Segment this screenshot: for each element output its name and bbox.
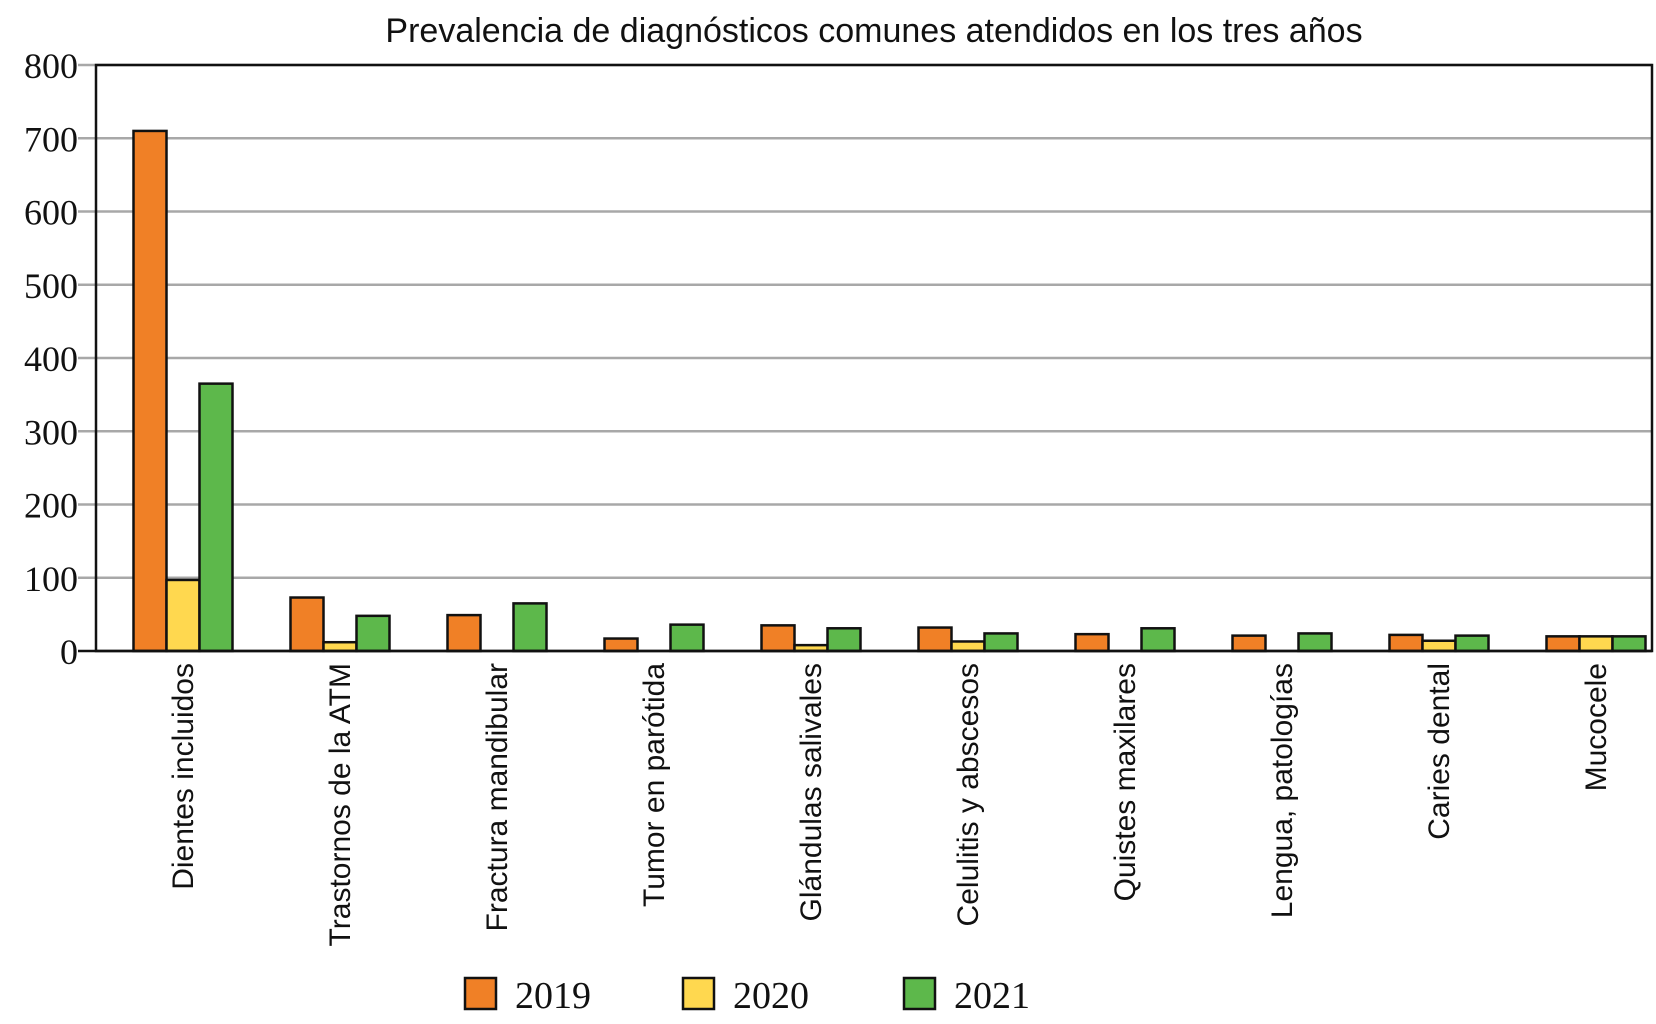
y-tick-label: 600: [24, 193, 78, 233]
y-tick-label: 800: [24, 46, 78, 86]
bar-2019-7: [1231, 634, 1267, 653]
legend-label: 2021: [954, 975, 1030, 1017]
bar-2019-9: [1545, 635, 1581, 653]
y-tick-label: 300: [24, 412, 78, 452]
x-tick-label: Caries dental: [1423, 663, 1456, 840]
bar-2021-9: [1611, 635, 1647, 653]
legend-swatch: [902, 976, 937, 1011]
bar-2021-0: [198, 382, 234, 653]
x-tick-label: Mucocele: [1580, 663, 1613, 791]
bar-2021-4: [826, 627, 862, 653]
legend-swatch: [681, 976, 716, 1011]
bar-2019-5: [917, 626, 953, 653]
bar-2020-9: [1578, 635, 1614, 653]
x-tick-label: Celulitis y abscesos: [952, 663, 985, 926]
bar-2019-1: [289, 596, 325, 653]
bar-2020-1: [322, 640, 358, 653]
bar-2019-8: [1388, 633, 1424, 653]
chart-title: Prevalencia de diagnósticos comunes aten…: [385, 12, 1362, 50]
x-tick-label: Quistes maxilares: [1109, 663, 1142, 901]
bar-2019-4: [760, 624, 796, 653]
legend-swatch: [463, 976, 498, 1011]
bars: [132, 129, 1647, 653]
bar-2020-5: [950, 640, 986, 653]
bar-2019-0: [132, 129, 168, 653]
legend-item-2021: 2021: [902, 975, 1030, 1017]
x-axis-labels: Dientes incluidos Trastornos de la ATM Fra…: [167, 663, 1613, 947]
x-tick-label: Glándulas salivales: [795, 663, 828, 921]
x-tick-label: Trastornos de la ATM: [324, 663, 357, 946]
legend: 2019 2020 2021: [463, 975, 1030, 1017]
bar-2021-5: [983, 632, 1019, 653]
bar-2019-2: [446, 613, 482, 653]
y-tick-label: 500: [24, 266, 78, 306]
y-tick-label: 100: [24, 559, 78, 599]
bar-2021-1: [355, 614, 391, 653]
bar-2019-3: [603, 637, 639, 653]
gridlines: [78, 63, 1652, 579]
bar-2020-0: [165, 578, 201, 653]
x-tick-label: Tumor en parótida: [638, 663, 671, 907]
bar-2020-8: [1421, 639, 1457, 653]
legend-item-2020: 2020: [681, 975, 809, 1017]
bar-2021-3: [669, 623, 705, 653]
bar-2021-7: [1297, 632, 1333, 653]
bar-2021-8: [1454, 634, 1490, 653]
bar-2021-2: [512, 602, 548, 653]
legend-label: 2019: [515, 975, 591, 1017]
y-tick-label: 700: [24, 119, 78, 159]
y-tick-label: 0: [60, 632, 78, 672]
y-tick-label: 400: [24, 339, 78, 379]
legend-item-2019: 2019: [463, 975, 591, 1017]
y-axis-ticks: 0 100 200 300 400 500 600 700 800: [24, 46, 78, 672]
y-tick-label: 200: [24, 486, 78, 526]
x-tick-label: Fractura mandibular: [481, 663, 514, 931]
legend-label: 2020: [733, 975, 809, 1017]
bar-2021-6: [1140, 627, 1176, 653]
bar-2019-6: [1074, 632, 1110, 653]
x-tick-label: Lengua, patologías: [1266, 663, 1299, 918]
x-tick-label: Dientes incluidos: [167, 663, 200, 890]
